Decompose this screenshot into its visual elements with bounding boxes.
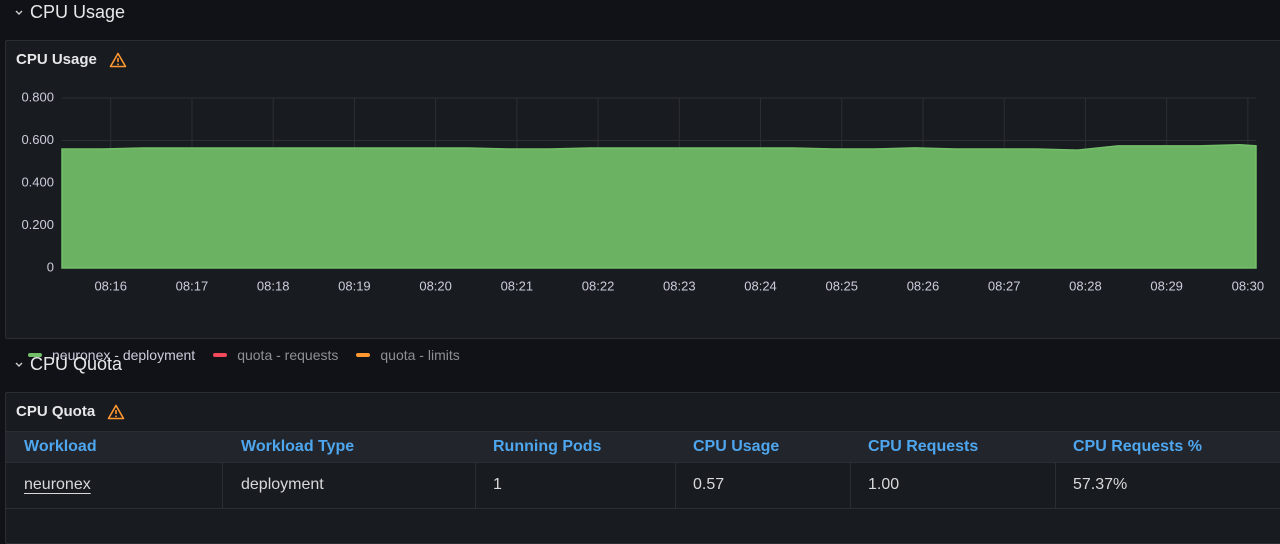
- legend-swatch: [213, 353, 228, 357]
- y-tick-label: 0.600: [21, 132, 54, 147]
- panel-header: CPU Usage: [16, 51, 127, 68]
- x-tick-label: 08:24: [744, 278, 777, 293]
- cell-text: deployment: [241, 476, 324, 493]
- x-tick-label: 08:20: [419, 278, 452, 293]
- column-header[interactable]: Running Pods: [493, 438, 602, 455]
- x-tick-label: 08:25: [825, 278, 858, 293]
- x-tick-label: 08:30: [1232, 278, 1265, 293]
- column-header[interactable]: Workload: [24, 438, 97, 455]
- table-cell: neuronex: [6, 462, 223, 508]
- x-tick-label: 08:18: [257, 278, 290, 293]
- column-header[interactable]: Workload Type: [241, 438, 355, 455]
- workload-link[interactable]: neuronex: [24, 476, 91, 493]
- legend-swatch: [356, 353, 371, 357]
- chevron: [15, 362, 23, 367]
- column-header[interactable]: CPU Requests: [868, 438, 979, 455]
- x-tick-label: 08:26: [907, 278, 940, 293]
- legend: neuronex - deployment quota - requests quo…: [28, 347, 460, 363]
- x-tick-label: 08:16: [94, 278, 127, 293]
- cell-text: 1.00: [868, 476, 900, 493]
- chevron: [15, 10, 23, 15]
- legend-swatch: [28, 353, 42, 357]
- y-tick-label: 0.200: [21, 217, 54, 232]
- x-tick-label: 08:21: [501, 278, 534, 293]
- column-header[interactable]: CPU Usage: [693, 438, 780, 455]
- cell-text: 57.37%: [1073, 476, 1128, 493]
- legend-item[interactable]: quota - requests: [213, 347, 338, 363]
- panel-title: CPU Usage: [16, 51, 97, 68]
- table-cell: 1.00: [851, 462, 1056, 508]
- legend-label: quota - requests: [237, 347, 339, 363]
- table-row: neuronex deployment 1 0.57 1.00 57.37%: [6, 462, 1280, 509]
- row-header[interactable]: CPU Quota: [14, 354, 122, 375]
- quota-panel: CPU Quota Workload Workload Type Running P…: [5, 392, 1280, 544]
- area: [61, 143, 1257, 269]
- column-header[interactable]: CPU Requests %: [1073, 438, 1202, 455]
- table-cell: 1: [476, 462, 676, 508]
- legend-item[interactable]: quota - limits: [356, 347, 460, 363]
- row-header[interactable]: CPU Usage: [14, 2, 125, 23]
- x-tick-label: 08:29: [1150, 278, 1183, 293]
- x-tick-label: 08:22: [582, 278, 615, 293]
- warning-icon[interactable]: [107, 404, 125, 420]
- row-title: CPU Usage: [30, 2, 126, 22]
- panel-header: CPU Quota: [16, 403, 125, 420]
- legend-label: neuronex - deployment: [52, 347, 196, 363]
- cell-text: 1: [493, 476, 502, 493]
- warning-icon[interactable]: [109, 52, 127, 68]
- y-tick-label: 0.400: [21, 174, 54, 189]
- table-cell: deployment: [223, 462, 476, 508]
- x-tick-label: 08:17: [176, 278, 209, 293]
- y-tick-label: 0: [47, 259, 54, 274]
- panel-title: CPU Quota: [16, 403, 96, 420]
- legend-label: quota - limits: [380, 347, 460, 363]
- x-tick-label: 08:23: [663, 278, 696, 293]
- x-tick-label: 08:28: [1069, 278, 1102, 293]
- y-tick-label: 0.800: [21, 89, 54, 104]
- table-header: Workload Workload Type Running Pods CPU Usa…: [6, 431, 1280, 463]
- table-cell: 0.57: [676, 462, 851, 508]
- legend-item[interactable]: neuronex - deployment: [28, 347, 195, 363]
- x-tick-label: 08:19: [338, 278, 371, 293]
- chart: 0 0.200 0.400 0.600 0.800 08:16 08:17 08:18 08:1…: [21, 89, 1265, 293]
- cell-text: 0.57: [693, 476, 725, 493]
- table-cell: 57.37%: [1056, 462, 1280, 508]
- row-title: CPU Quota: [30, 354, 123, 374]
- x-tick-label: 08:27: [988, 278, 1021, 293]
